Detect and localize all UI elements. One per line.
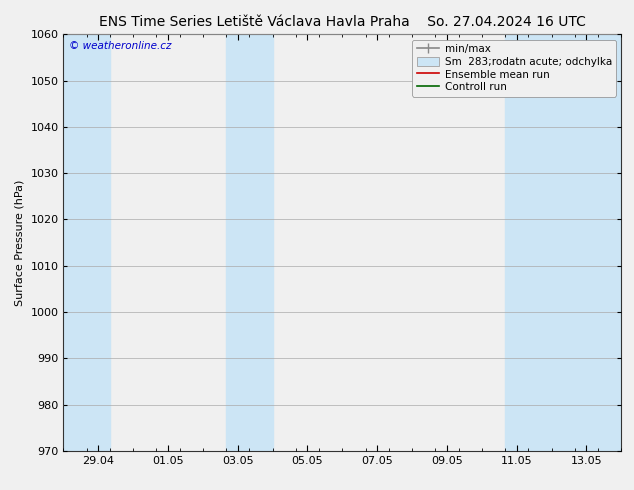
Bar (226, 34, 273, 451)
Bar (505, 34, 621, 451)
Title: ENS Time Series Letiště Václava Havla Praha    So. 27.04.2024 16 UTC: ENS Time Series Letiště Václava Havla Pr… (99, 15, 586, 29)
Y-axis label: Surface Pressure (hPa): Surface Pressure (hPa) (15, 179, 25, 306)
Text: © weatheronline.cz: © weatheronline.cz (69, 41, 171, 50)
Bar (63, 34, 110, 451)
Legend: min/max, Sm  283;rodatn acute; odchylka, Ensemble mean run, Controll run: min/max, Sm 283;rodatn acute; odchylka, … (412, 40, 616, 97)
